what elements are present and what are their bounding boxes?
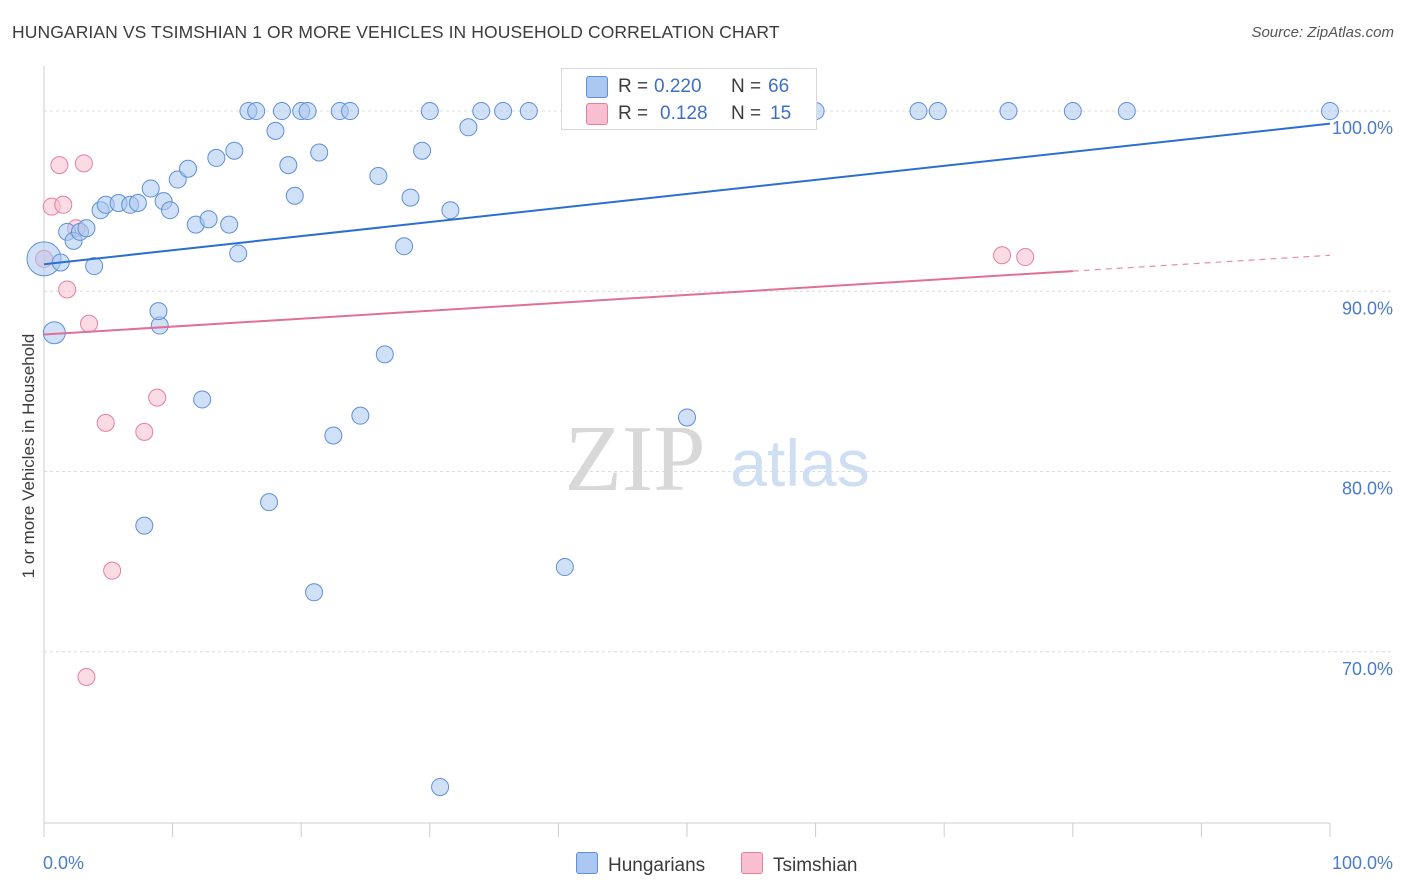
hungarian-point [420,102,439,121]
legend-r-label: R = [618,76,649,97]
legend-swatch-blue [586,76,608,98]
tsimshian-trend-line [43,270,1073,336]
hungarian-point [207,148,226,167]
bottom-legend-tsimshian[interactable]: Tsimshian [741,852,857,877]
tsimshian-points [35,154,1035,687]
y-tick-label: 80.0% [1342,479,1393,499]
legend-r-value: 0.220 [654,76,702,97]
hungarian-point [324,426,343,445]
hungarian-point [220,215,239,234]
stats-legend: R = 0.220 N = 66 R = 0.128 N = 15 [561,68,817,130]
hungarian-point [459,118,478,137]
hungarian-point [369,166,388,185]
legend-n-value: 15 [770,103,792,124]
tsimshian-point [103,561,122,580]
hungarian-point [229,244,248,263]
hungarian-point [225,141,244,160]
tsimshian-trend-extension [1072,254,1331,272]
hungarian-point [678,408,696,427]
legend-r-value: 0.128 [660,103,708,124]
hungarian-point [928,102,947,121]
hungarian-point [141,179,160,198]
y-tick-labels: 100.0% 90.0% 80.0% 70.0% [1332,118,1393,679]
trend-lines [43,122,1331,336]
tsimshian-point [54,195,73,214]
x-tick-label-start: 0.0% [43,853,84,873]
hungarian-point [431,777,450,796]
hungarian-point [85,257,104,276]
tsimshian-point [74,154,93,173]
hungarian-point [247,102,266,121]
legend-n-value: 66 [768,76,790,97]
tsimshian-point [58,280,77,299]
hungarians-label: Hungarians [608,855,706,876]
hungarian-point [909,102,928,121]
hungarian-point [149,302,168,321]
hungarian-point [494,102,513,121]
tsimshian-swatch [741,852,763,874]
hungarian-point [375,345,394,364]
hungarian-point [341,102,360,121]
tsimshian-label: Tsimshian [773,855,858,876]
watermark: ZIP atlas [565,407,870,511]
x-tick-labels: 0.0% 100.0% [43,853,1393,873]
hungarian-point [272,102,291,121]
hungarian-point [413,141,432,160]
hungarian-point [285,186,304,205]
hungarian-point [77,219,96,238]
hungarian-point [999,102,1018,121]
tsimshian-point [148,388,167,407]
tsimshian-point [80,314,99,333]
axes [43,66,1331,837]
bottom-legend-hungarians[interactable]: Hungarians [576,852,705,877]
legend-r-label: R = [618,103,649,124]
hungarian-point [305,583,324,602]
gridlines [44,110,1392,653]
tsimshian-point [1016,248,1035,267]
tsimshian-point [96,413,115,432]
legend-n-label: N = [731,76,762,97]
hungarian-point [193,390,212,409]
hungarian-point [266,121,285,140]
tsimshian-point [993,246,1012,265]
hungarian-point [279,156,298,175]
tsimshian-point [135,422,154,441]
legend-swatch-pink [586,103,608,125]
hungarian-point [179,159,198,178]
hungarian-point [260,493,279,512]
hungarian-point [1063,102,1082,121]
watermark-atlas: atlas [730,426,869,500]
hungarian-point [310,143,329,162]
hungarian-point [351,406,370,425]
y-axis-label: 1 or more Vehicles in Household [19,334,38,579]
hungarian-point [441,201,460,220]
tsimshian-point [77,668,96,687]
y-tick-label: 100.0% [1332,118,1393,138]
hungarian-point [135,516,154,535]
hungarian-point [128,193,147,212]
hungarian-point [401,188,420,207]
hungarian-point [555,558,574,577]
hungarian-point [1321,102,1339,121]
hungarian-point [472,102,491,121]
y-tick-label: 90.0% [1342,298,1393,318]
chart-title: HUNGARIAN VS TSIMSHIAN 1 OR MORE VEHICLE… [12,22,780,42]
hungarian-point [298,102,317,121]
tsimshian-point [50,156,69,175]
source-label: Source: ZipAtlas.com [1251,24,1394,41]
hungarian-point [161,201,180,220]
hungarian-point [395,237,414,256]
hungarian-point [519,102,538,121]
x-tick-label-end: 100.0% [1332,853,1393,873]
legend-n-label: N = [731,103,762,124]
hungarian-point [199,210,218,229]
y-tick-label: 70.0% [1342,659,1393,679]
hungarians-swatch [576,852,598,874]
hungarian-trend-line [43,122,1331,266]
hungarian-point [1117,102,1136,121]
